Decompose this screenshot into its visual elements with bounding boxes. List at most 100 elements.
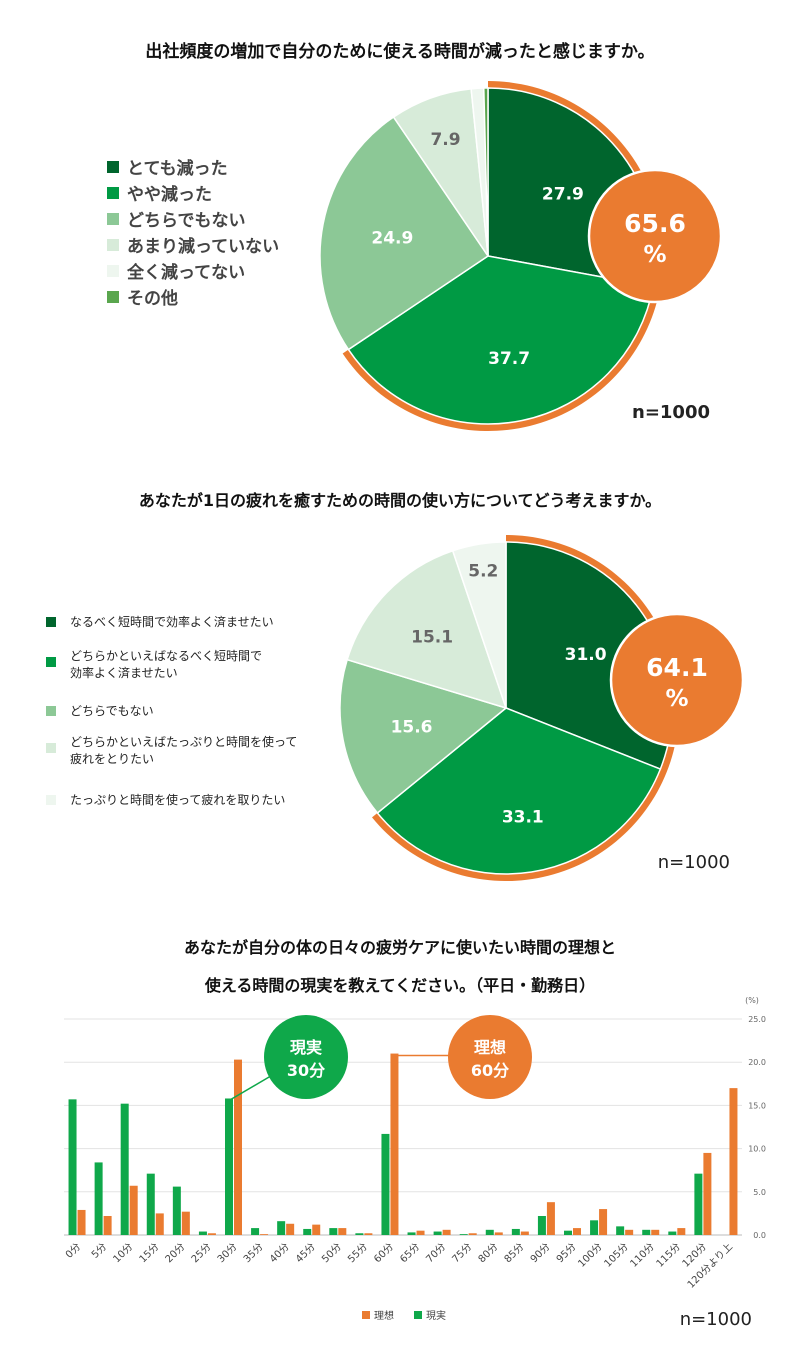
bar-reality [485,1229,494,1235]
legend-swatch [362,1311,370,1319]
bar-ideal [129,1185,138,1235]
pie-slice [339,658,508,815]
pie-value-label: 15.6 [391,718,433,738]
pie-slice [483,87,489,257]
legend-item-4: どちらかといえばたっぷりと時間を使って疲れをとりたい [46,734,297,766]
legend-item-ideal: 理想 [362,1309,394,1322]
bar-reality [642,1229,651,1235]
legend-item-3: どちらでもない [46,704,154,718]
chart-1-legend: とても減った やや減った どちらでもない あまり減っていない 全く減ってない そ… [107,158,279,309]
bar-ideal [599,1209,608,1235]
x-tick-label: 105分 [602,1241,631,1270]
bar-reality [329,1228,338,1235]
y-tick-label: 20.0 [748,1058,766,1067]
chart-1-title: 出社頻度の増加で自分のために使える時間が減ったと感じますか。 [145,41,654,62]
chart-3-title-line2: 使える時間の現実を教えてください。（平日・勤務日） [204,976,595,995]
bar-ideal [77,1209,86,1235]
bar-reality [68,1099,77,1235]
x-tick-label: 45分 [293,1241,318,1266]
bar-ideal [286,1223,295,1235]
legend-label: 理想 [374,1309,394,1322]
bar-ideal [338,1228,347,1235]
x-tick-label: 55分 [345,1241,370,1266]
legend-swatch [46,795,56,805]
x-tick-label: 30分 [215,1241,240,1266]
bar-reality [433,1231,442,1235]
x-tick-label: 25分 [189,1241,214,1266]
chart-3-legend: 理想 現実 [362,1309,446,1322]
bar-ideal [155,1213,164,1235]
x-tick-label: 85分 [502,1241,527,1266]
x-tick-label: 110分 [628,1241,657,1270]
bar-reality [590,1220,599,1235]
y-tick-label: 10.0 [748,1145,766,1154]
chart-2-legend: なるべく短時間で効率よく済ませたい どちらかといえばなるべく短時間で効率よく済ま… [46,614,297,807]
legend-item-3: どちらでもない [107,211,246,231]
pie-value-label: 7.9 [430,130,460,150]
highlight-circle [587,168,723,304]
highlight-circle [609,612,745,748]
legend-item-5: 全く減ってない [107,262,245,283]
bar-ideal [494,1232,503,1235]
chart-1-pie: 27.9 37.7 24.9 7.9 65.6% [319,81,723,431]
callout-value: 30分 [287,1061,325,1080]
bar-reality [146,1173,155,1235]
bar-reality [668,1231,677,1235]
x-tick-label: 50分 [319,1241,344,1266]
bar-ideal [546,1202,555,1235]
x-tick-label: 75分 [450,1241,475,1266]
pie-value-label: 15.1 [411,627,453,647]
legend-label: 全く減ってない [126,262,245,283]
bar-ideal [520,1231,529,1235]
callout-label: 現実 [290,1038,322,1057]
bar-ideal [573,1228,581,1235]
bar-reality [120,1103,129,1235]
legend-item-2: やや減った [107,184,212,205]
legend-label: あまり減っていない [127,236,279,257]
bar-ideal [442,1229,451,1235]
legend-swatch [107,265,119,277]
legend-label: どちらでもない [127,211,246,231]
bar-reality [172,1186,181,1235]
x-tick-label: 70分 [424,1241,449,1266]
bar-ideal [234,1059,242,1235]
bar-ideal [103,1215,112,1235]
y-tick-label: 15.0 [748,1101,766,1110]
bar-reality [225,1098,233,1235]
legend-item-6: その他 [107,288,178,309]
bar-ideal [364,1233,373,1235]
x-tick-label: 40分 [267,1241,292,1266]
pie-value-label: 31.0 [565,645,607,665]
legend-label: その他 [127,288,178,309]
highlight-bubble: 65.6% [587,168,723,304]
legend-label: なるべく短時間で効率よく済ませたい [70,614,274,629]
bar-reality [303,1228,312,1235]
chart-1-n: n=1000 [632,402,710,423]
bar-reality [407,1232,416,1235]
pie-value-label: 27.9 [542,185,584,205]
bar-reality [198,1231,207,1235]
x-tick-label: 120分より上 [685,1241,735,1291]
callout: 現実 30分 [228,1015,348,1102]
legend-label: とても減った [127,158,228,179]
pie-value-label: 5.2 [468,561,498,581]
legend-label: どちらかといえばなるべく短時間で効率よく済ませたい [70,649,262,680]
pie-slice [451,541,507,709]
x-tick-label: 115分 [654,1241,683,1270]
bar-ideal [260,1234,269,1235]
chart-2-recovery-time: あなたが1日の疲れを癒すための時間の使い方についてどう考えますか。 31.0 33… [46,491,745,881]
legend-item-2: どちらかといえばなるべく短時間で効率よく済ませたい [46,649,262,680]
legend-swatch [414,1311,422,1319]
legend-swatch [46,743,56,753]
x-tick-label: 90分 [528,1241,553,1266]
bar-reality [616,1226,625,1235]
bar-ideal [181,1211,190,1235]
bar-reality [511,1228,520,1235]
bar-reality [537,1215,546,1235]
highlight-unit: % [665,686,688,712]
legend-swatch [107,187,119,199]
bar-ideal [468,1233,477,1235]
legend-item-4: あまり減っていない [107,236,279,257]
chart-3-ideal-vs-reality: あなたが自分の体の日々の疲労ケアに使いたい時間の理想と 使える時間の現実を教えて… [63,938,766,1330]
